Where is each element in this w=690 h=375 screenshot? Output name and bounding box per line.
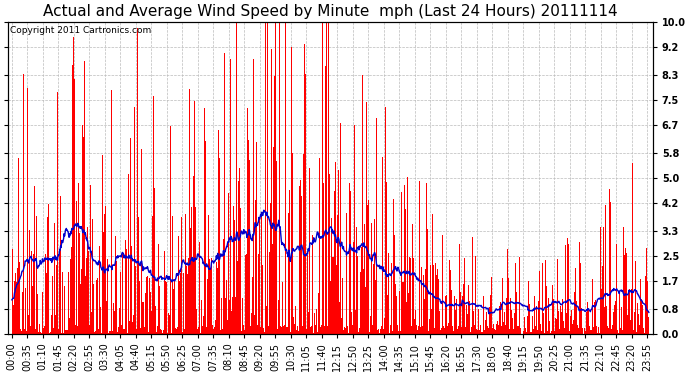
Title: Actual and Average Wind Speed by Minute  mph (Last 24 Hours) 20111114: Actual and Average Wind Speed by Minute … <box>43 4 618 19</box>
Text: Copyright 2011 Cartronics.com: Copyright 2011 Cartronics.com <box>10 26 151 35</box>
